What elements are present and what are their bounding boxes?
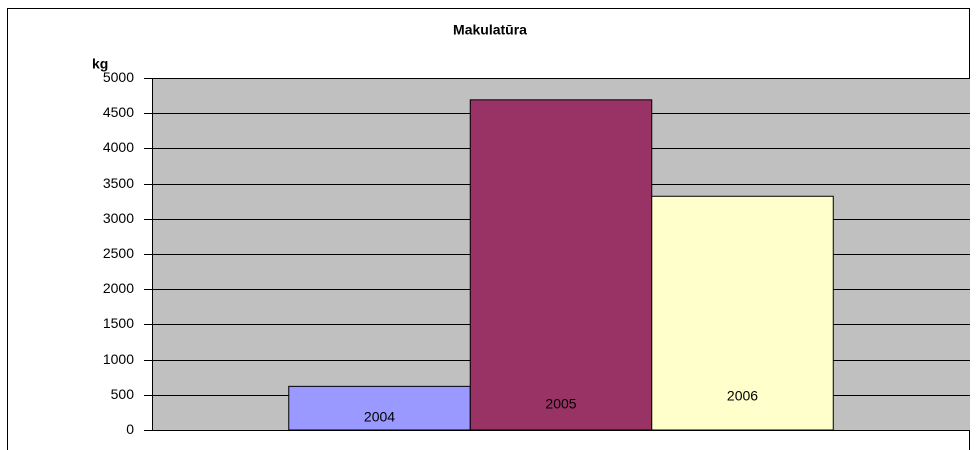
y-axis-label: kg <box>92 56 108 72</box>
bar <box>651 195 834 431</box>
y-tick-label: 1000 <box>103 351 134 367</box>
y-tick-label: 3000 <box>103 210 134 226</box>
bar <box>469 99 653 431</box>
y-tick-label: 1500 <box>103 315 134 331</box>
y-tick-label: 4500 <box>103 104 134 120</box>
bar-label: 2005 <box>545 396 576 412</box>
y-tick-label: 2500 <box>103 245 134 261</box>
y-tick-label: 0 <box>126 421 134 437</box>
bar-label: 2004 <box>364 409 395 425</box>
y-tick-label: 2000 <box>103 280 134 296</box>
y-tick-label: 3500 <box>103 175 134 191</box>
bar <box>288 385 471 431</box>
y-tick-label: 5000 <box>103 69 134 85</box>
y-tick-label: 500 <box>111 386 135 402</box>
y-tick-label: 4000 <box>103 139 134 155</box>
bar-label: 2006 <box>727 388 758 404</box>
chart-title: Makulatūra <box>453 22 527 38</box>
